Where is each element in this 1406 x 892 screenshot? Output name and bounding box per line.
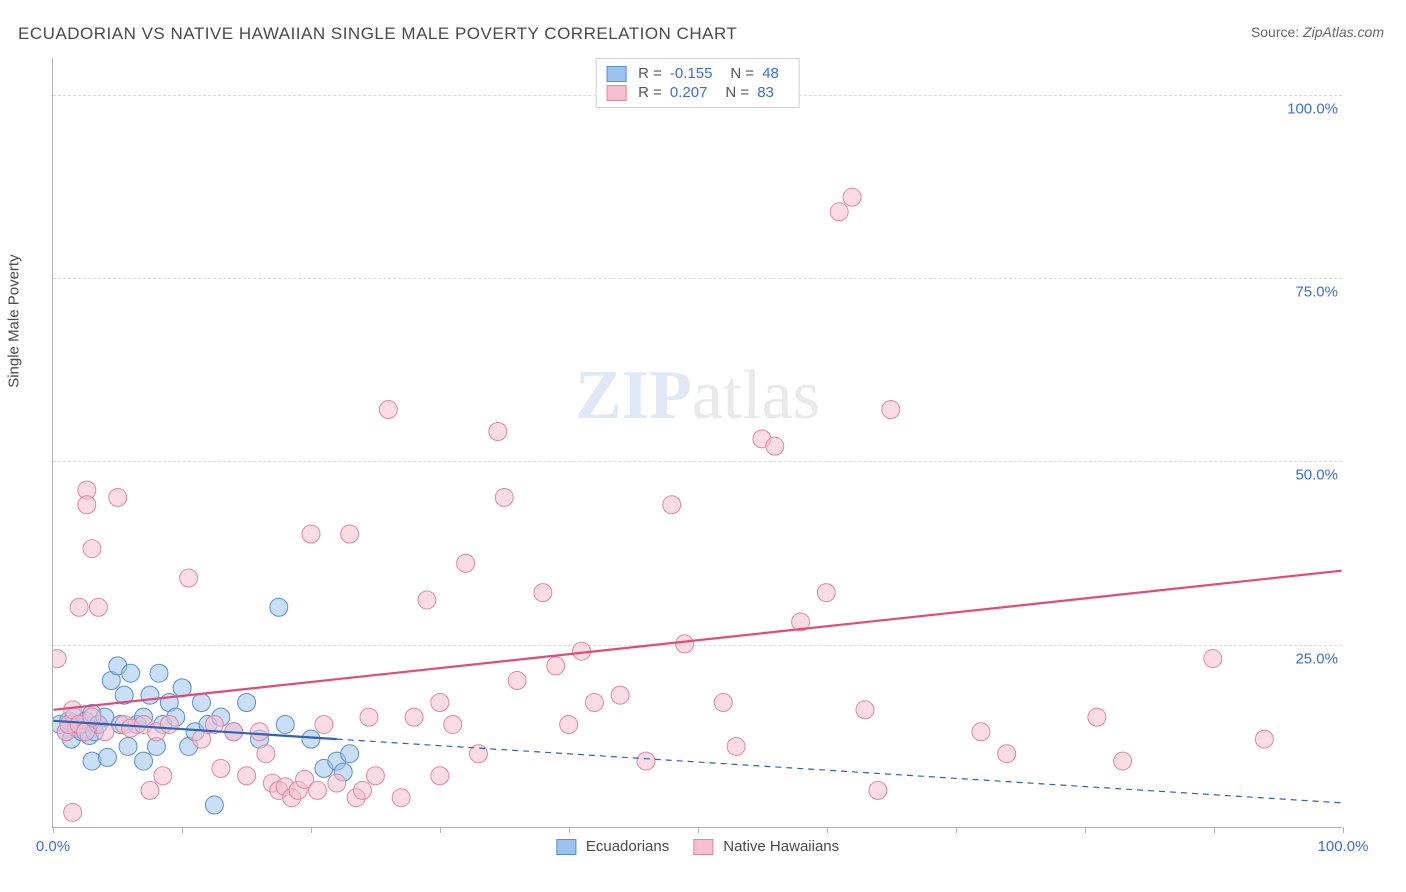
source-attribution: Source: ZipAtlas.com [1251, 24, 1384, 40]
legend-swatch-hawaiians [606, 85, 626, 101]
legend-row-hawaiians: R = 0.207 N = 83 [606, 84, 789, 101]
trend-line-ecuadorians [53, 721, 336, 739]
legend-row-ecuadorians: R = -0.155 N = 48 [606, 65, 789, 82]
x-tick [956, 827, 957, 833]
source-value: ZipAtlas.com [1303, 24, 1384, 40]
x-tick [1214, 827, 1215, 833]
legend-item-ecuadorians: Ecuadorians [556, 838, 669, 855]
x-tick-label: 100.0% [1318, 838, 1369, 855]
chart-container: ECUADORIAN VS NATIVE HAWAIIAN SINGLE MAL… [0, 0, 1406, 892]
plot-area: ZIPatlas R = -0.155 N = 48 R = 0.207 N =… [52, 58, 1342, 828]
y-axis-label: Single Male Poverty [6, 254, 23, 387]
r-value-ecuadorians: -0.155 [670, 65, 713, 82]
legend-swatch-hawaiians-b [693, 839, 713, 855]
legend-swatch-ecuadorians [606, 66, 626, 82]
x-tick [1085, 827, 1086, 833]
x-tick [182, 827, 183, 833]
legend-label-hawaiians: Native Hawaiians [723, 838, 839, 855]
legend-bottom: Ecuadorians Native Hawaiians [556, 838, 839, 855]
x-tick [53, 827, 54, 833]
legend-stats-box: R = -0.155 N = 48 R = 0.207 N = 83 [595, 58, 800, 108]
x-tick [1343, 827, 1344, 833]
legend-item-hawaiians: Native Hawaiians [693, 838, 839, 855]
x-tick [311, 827, 312, 833]
trend-lines-layer [53, 58, 1342, 827]
n-value-hawaiians: 83 [757, 84, 774, 101]
x-tick [440, 827, 441, 833]
r-label: R = [638, 84, 662, 101]
r-value-hawaiians: 0.207 [670, 84, 708, 101]
x-tick [698, 827, 699, 833]
x-tick-label: 0.0% [36, 838, 70, 855]
trend-line-native_hawaiians [53, 571, 1341, 710]
x-tick [569, 827, 570, 833]
chart-title: ECUADORIAN VS NATIVE HAWAIIAN SINGLE MAL… [18, 24, 737, 44]
trend-line-dashed-ecuadorians [337, 739, 1342, 803]
n-label: N = [725, 84, 749, 101]
legend-swatch-ecuadorians-b [556, 839, 576, 855]
n-label: N = [730, 65, 754, 82]
legend-label-ecuadorians: Ecuadorians [586, 838, 669, 855]
x-tick [827, 827, 828, 833]
n-value-ecuadorians: 48 [762, 65, 779, 82]
source-label: Source: [1251, 24, 1303, 40]
r-label: R = [638, 65, 662, 82]
